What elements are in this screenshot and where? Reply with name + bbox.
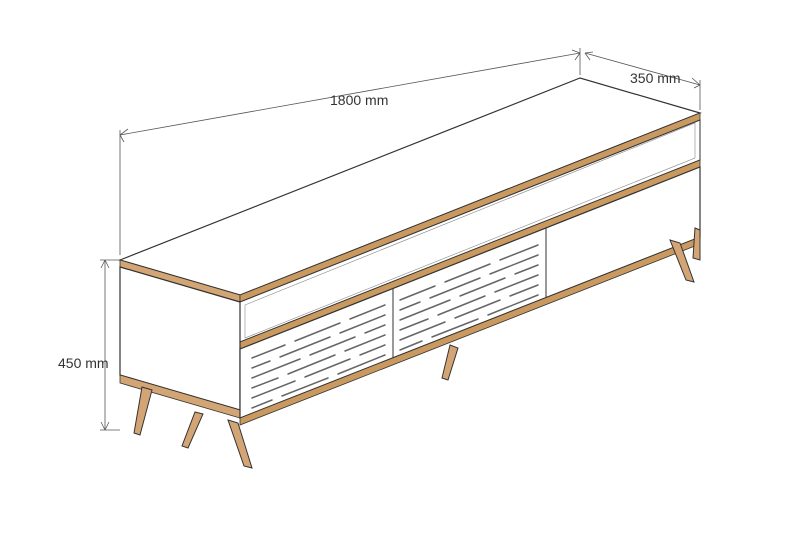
dimension-label-length: 1800 mm: [330, 92, 388, 108]
dimension-label-height: 450 mm: [58, 355, 109, 371]
dimension-label-depth: 350 mm: [630, 70, 681, 86]
furniture-body: [120, 78, 700, 468]
